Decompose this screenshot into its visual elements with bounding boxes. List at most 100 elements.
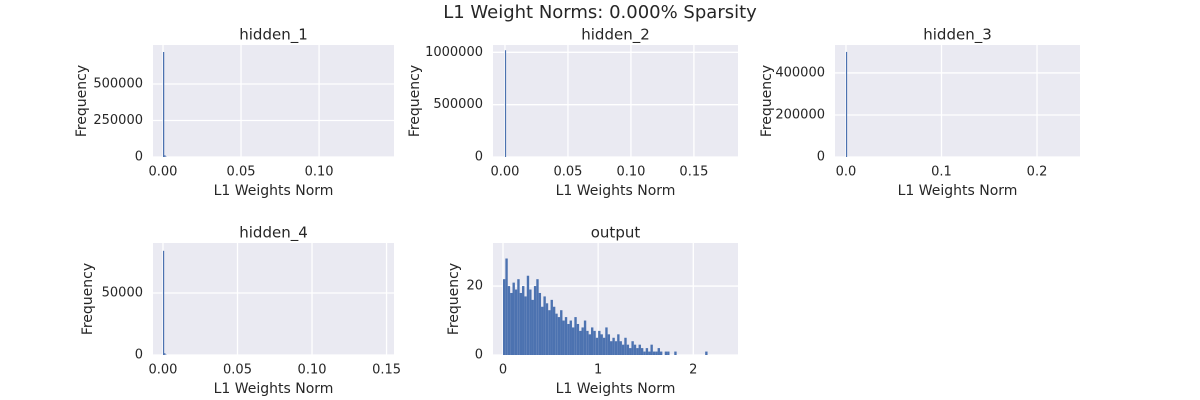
- histogram-bar: [591, 327, 594, 355]
- y-tick-label: 20: [466, 279, 483, 294]
- histogram-bar: [555, 313, 558, 355]
- histogram-bar: [605, 327, 608, 355]
- histogram-bar: [659, 351, 663, 355]
- histogram-bar: [519, 292, 523, 355]
- figure-title: L1 Weight Norms: 0.000% Sparsity: [443, 2, 757, 23]
- y-tick-label: 200000: [775, 107, 825, 122]
- histogram-bar: [545, 303, 549, 355]
- histogram-bar: [607, 334, 611, 355]
- x-tick-label: 2: [689, 363, 697, 378]
- x-tick-label: 0: [499, 363, 507, 378]
- x-axis-label: L1 Weights Norm: [214, 183, 334, 199]
- x-tick-label: 1: [594, 363, 602, 378]
- y-tick-label: 0: [135, 348, 143, 363]
- x-tick-label: 0.00: [149, 363, 178, 378]
- histogram-bar: [541, 306, 544, 355]
- histogram-bar: [514, 289, 518, 355]
- y-axis-label: Frequency: [446, 263, 462, 335]
- histogram-bar: [504, 50, 507, 158]
- histogram-bar: [638, 344, 641, 355]
- histogram-bar: [548, 310, 551, 355]
- histogram-bar: [510, 292, 513, 355]
- x-tick-label: 0.00: [149, 165, 178, 180]
- histogram-bar: [593, 330, 596, 355]
- histogram-bar: [600, 334, 603, 355]
- subplot-title: hidden_3: [923, 26, 992, 45]
- histogram-bar: [612, 337, 615, 355]
- histogram-bar: [652, 351, 656, 355]
- histogram-bar: [617, 334, 620, 355]
- histogram-bar: [562, 320, 565, 355]
- histogram-bar: [674, 351, 677, 355]
- histogram-bar: [162, 250, 165, 355]
- y-tick-label: 0: [135, 150, 143, 165]
- x-tick-label: 0.10: [305, 165, 334, 180]
- histogram-bar: [664, 351, 668, 355]
- histogram-bar: [579, 330, 582, 355]
- histogram-bar: [507, 286, 511, 355]
- x-tick-label: 0.15: [679, 165, 708, 180]
- histogram-bar: [602, 337, 606, 355]
- histogram-bar: [640, 348, 644, 355]
- histogram-bar: [524, 296, 527, 355]
- plot-area: [835, 45, 1080, 157]
- histogram-bar: [619, 341, 622, 355]
- histogram-bar: [162, 52, 165, 157]
- subplot-title: hidden_2: [581, 26, 650, 45]
- y-tick-label: 500000: [93, 76, 143, 91]
- histogram-bar: [648, 351, 651, 355]
- y-tick-label: 400000: [775, 65, 825, 80]
- histogram-bar: [636, 348, 639, 355]
- histogram-bar: [655, 351, 658, 355]
- y-axis-label: Frequency: [80, 263, 96, 335]
- x-axis-label: L1 Weights Norm: [214, 381, 334, 397]
- histogram-bar: [650, 344, 653, 355]
- histogram-bar: [536, 279, 539, 355]
- histogram-bar: [581, 327, 584, 355]
- histogram-bar: [164, 155, 166, 157]
- histogram-bar: [667, 351, 670, 355]
- y-tick-label: 500000: [433, 97, 483, 112]
- histogram-bar: [512, 282, 515, 355]
- y-tick-label: 0: [817, 150, 825, 165]
- histogram-bar: [588, 334, 591, 355]
- histogram-bar: [522, 286, 525, 355]
- histogram-bar: [631, 341, 634, 355]
- histogram-bar: [526, 275, 530, 355]
- x-tick-label: 0.10: [298, 363, 327, 378]
- x-tick-label: 0.10: [616, 165, 645, 180]
- x-tick-label: 0.0: [836, 165, 857, 180]
- histogram-bar: [543, 296, 546, 355]
- histogram-bar: [574, 317, 577, 355]
- histogram-bar: [629, 348, 632, 355]
- histogram-bar: [576, 323, 580, 355]
- histogram-bar: [538, 292, 542, 355]
- y-axis-label: Frequency: [759, 65, 775, 137]
- histogram-bar: [583, 320, 587, 355]
- histogram-bar: [845, 51, 848, 157]
- histogram-bar: [164, 353, 166, 355]
- histogram-bar: [614, 341, 618, 355]
- histogram-bar: [505, 258, 508, 355]
- histogram-bar: [645, 348, 649, 355]
- x-tick-label: 0.05: [223, 363, 252, 378]
- histogram-bar: [552, 306, 556, 355]
- histogram-bar: [531, 299, 534, 355]
- histogram-bar: [557, 317, 561, 355]
- histogram-bar: [567, 323, 570, 355]
- x-axis-label: L1 Weights Norm: [898, 183, 1018, 199]
- histogram-bar: [571, 327, 575, 355]
- histogram-bar: [560, 310, 563, 355]
- histogram-bar: [598, 330, 601, 355]
- x-tick-label: 0.1: [931, 165, 952, 180]
- y-axis-label: Frequency: [407, 65, 423, 137]
- y-tick-label: 0: [475, 150, 483, 165]
- histogram-bar: [502, 279, 506, 355]
- subplot-title: output: [591, 224, 641, 242]
- y-tick-label: 0: [475, 348, 483, 363]
- y-tick-label: 250000: [93, 113, 143, 128]
- x-tick-label: 0.05: [227, 165, 256, 180]
- histogram-bar: [610, 341, 613, 355]
- subplot-title: hidden_4: [239, 224, 308, 243]
